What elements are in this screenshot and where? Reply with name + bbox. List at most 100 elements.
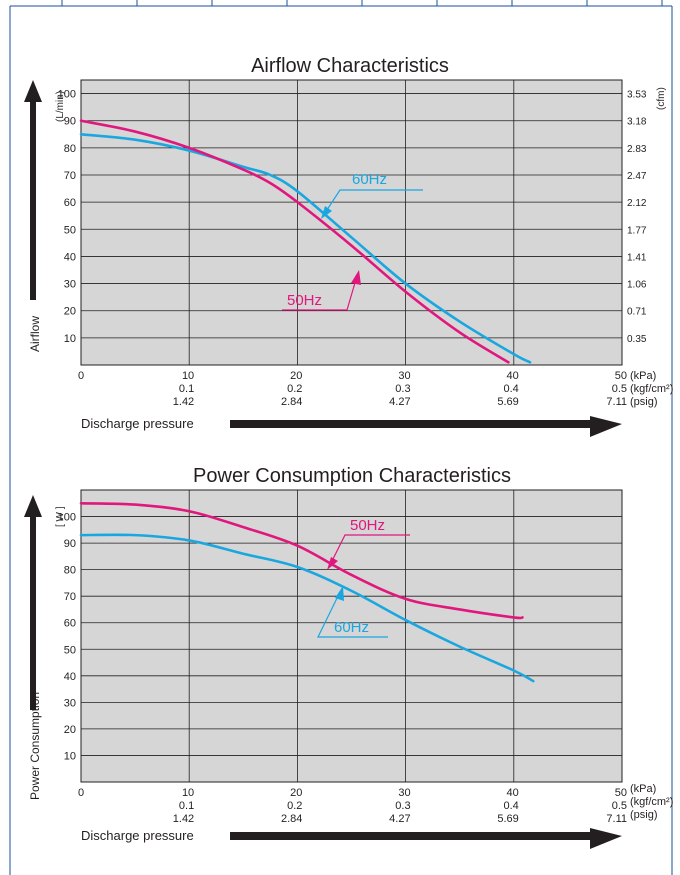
x-tick-label-kgf: 0.3 <box>395 383 410 395</box>
callout-leader-50hz <box>282 275 358 311</box>
x-tick-label-kpa: 50 <box>615 787 627 799</box>
y-tick-label: 80 <box>64 565 76 577</box>
y-tick-label: 60 <box>64 197 76 209</box>
y-tick-label: 80 <box>64 143 76 155</box>
y-right-tick-label: 1.06 <box>627 280 647 291</box>
y-unit-right: (cfm) <box>656 87 667 110</box>
callout-label-60hz: 60Hz <box>334 619 369 636</box>
x-tick-label-kgf: 0.1 <box>179 383 194 395</box>
x-axis-label: Discharge pressure <box>81 416 194 431</box>
x-tick-label-psig: 4.27 <box>389 396 410 408</box>
series-line-50hz <box>79 119 510 364</box>
x-tick-label-kgf: 0.5 <box>612 383 627 395</box>
y-right-tick-labels: 0.35 0.71 1.06 1.41 1.77 2.12 2.47 2.83 3.18 3.53 <box>627 90 647 345</box>
x-tick-label-kpa: 50 <box>615 370 627 382</box>
x-tick-label-kpa: 10 <box>182 787 194 799</box>
y-tick-label: 100 <box>58 512 76 524</box>
x-tick-label-psig: 2.84 <box>281 813 302 825</box>
callout-label-50hz: 50Hz <box>287 292 322 309</box>
callout-label-60hz: 60Hz <box>352 171 387 188</box>
y-unit-left: [ W ] <box>55 506 66 527</box>
x-tick-label-kpa: 0 <box>78 787 84 799</box>
callout-leader-50hz <box>329 534 410 566</box>
x-tick-label-kgf: 0.1 <box>179 800 194 812</box>
x-unit-kpa: (kPa) <box>630 370 656 382</box>
x-tick-label-kpa: 40 <box>507 370 519 382</box>
x-tick-label-psig: 7.11 <box>606 813 627 825</box>
y-right-tick-label: 2.47 <box>627 171 647 182</box>
y-tick-label: 30 <box>64 697 76 709</box>
grid <box>81 80 622 365</box>
y-axis-label: Airflow <box>28 316 42 352</box>
y-right-tick-label: 1.77 <box>627 225 647 236</box>
x-tick-label-kpa: 20 <box>290 370 302 382</box>
chart-title: Airflow Characteristics <box>251 55 449 77</box>
x-unit-kgf: (kgf/cm²) <box>630 383 673 395</box>
x-tick-label-kgf: 0.2 <box>287 800 302 812</box>
x-tick-labels: 0 10 20 30 40 50 0.1 0.2 0.3 0.4 0.5 1.42 2.84 4.27 5.… <box>78 787 627 825</box>
x-unit-psig: (psig) <box>630 809 658 821</box>
x-tick-label-kgf: 0.3 <box>395 800 410 812</box>
y-tick-label: 70 <box>64 170 76 182</box>
x-unit-psig: (psig) <box>630 396 658 408</box>
chart-title: Power Consumption Characteristics <box>193 465 511 487</box>
y-tick-label: 50 <box>64 224 76 236</box>
y-tick-label: 90 <box>64 538 76 550</box>
series-line-50hz <box>79 501 524 620</box>
y-right-tick-label: 3.18 <box>627 117 647 128</box>
x-axis-label: Discharge pressure <box>81 828 194 843</box>
y-tick-label: 20 <box>64 306 76 318</box>
x-tick-label-kpa: 40 <box>507 787 519 799</box>
y-axis-arrow-head <box>24 80 42 102</box>
y-tick-label: 50 <box>64 644 76 656</box>
x-tick-label-psig: 5.69 <box>497 813 518 825</box>
series-line-60hz <box>79 132 532 364</box>
x-tick-label-kpa: 10 <box>182 370 194 382</box>
x-tick-label-kgf: 0.5 <box>612 800 627 812</box>
series-group <box>79 119 532 364</box>
x-unit-kpa: (kPa) <box>630 783 656 795</box>
y-tick-label: 70 <box>64 591 76 603</box>
x-unit-kgf: (kgf/cm²) <box>630 796 673 808</box>
x-tick-label-kpa: 30 <box>398 370 410 382</box>
power-consumption-chart: Power Consumption Characteristics 10 20 30… <box>24 465 673 849</box>
y-tick-label: 40 <box>64 671 76 683</box>
y-tick-label: 30 <box>64 279 76 291</box>
page-top-ticks <box>61 0 663 6</box>
callout-arrowhead-60hz <box>335 586 344 601</box>
x-tick-label-kpa: 30 <box>398 787 410 799</box>
x-axis-arrow <box>230 416 622 437</box>
y-tick-label: 40 <box>64 251 76 263</box>
x-tick-label-kgf: 0.4 <box>504 800 519 812</box>
y-right-tick-label: 1.41 <box>627 252 647 263</box>
x-tick-label-psig: 7.11 <box>606 396 627 408</box>
y-axis-arrow-head <box>24 495 42 517</box>
y-tick-label: 90 <box>64 116 76 128</box>
callout-leader-60hz <box>322 189 423 217</box>
callout-label-50hz: 50Hz <box>350 517 385 534</box>
x-tick-label-psig: 1.42 <box>173 813 194 825</box>
y-unit-left: (L/min) <box>55 91 66 122</box>
y-right-tick-label: 2.83 <box>627 144 647 155</box>
y-tick-labels: 10 20 30 40 50 60 70 80 90 100 <box>58 512 76 763</box>
y-axis-label: Power Consumption <box>28 692 42 800</box>
callout-arrowhead-50hz <box>327 557 338 570</box>
x-axis-arrow <box>230 828 622 849</box>
x-tick-label-kgf: 0.4 <box>504 383 519 395</box>
x-tick-label-psig: 4.27 <box>389 813 410 825</box>
x-tick-label-psig: 5.69 <box>497 396 518 408</box>
y-tick-labels: 10 20 30 40 50 60 70 80 90 100 <box>58 89 76 345</box>
series-line-60hz <box>79 533 535 683</box>
x-tick-label-kgf: 0.2 <box>287 383 302 395</box>
y-right-tick-label: 0.71 <box>627 307 647 318</box>
y-right-tick-label: 3.53 <box>627 90 647 101</box>
x-tick-label-kpa: 20 <box>290 787 302 799</box>
y-tick-label: 20 <box>64 724 76 736</box>
plot-area <box>80 79 623 366</box>
callout-arrowhead-60hz <box>321 206 332 219</box>
airflow-chart: Airflow Characteristics 10 20 30 40 50 60 70 80… <box>24 55 673 437</box>
y-tick-label: 10 <box>64 750 76 762</box>
x-tick-labels: 0 10 20 30 40 50 0.1 0.2 0.3 0.4 0.5 1.42 2.84 4.27 5.… <box>78 370 627 408</box>
callout-leader-60hz <box>317 591 388 638</box>
